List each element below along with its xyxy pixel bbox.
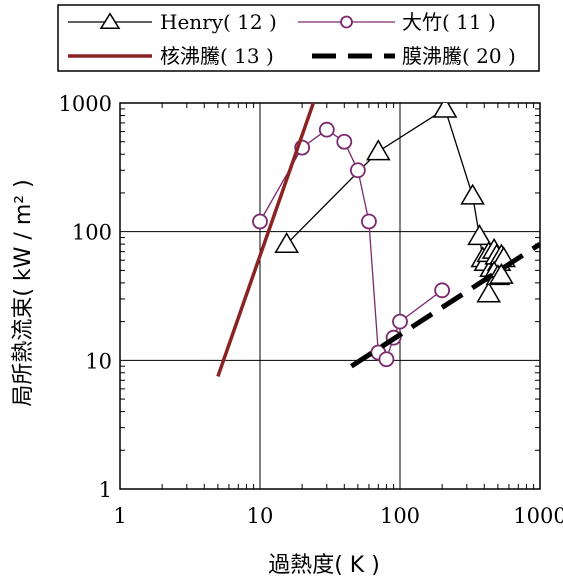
y-axis-title: 局所熱流束( kW / m² ) bbox=[11, 179, 36, 406]
x-tick-label: 1000 bbox=[513, 504, 563, 528]
data-point-henry bbox=[432, 103, 458, 118]
series-line-nucleate bbox=[216, 103, 316, 377]
data-point-ohtake bbox=[349, 162, 366, 179]
data-point-henry bbox=[460, 183, 485, 205]
legend: Henry( 12 ) 大竹( 11 ) 核沸騰( 13 ) 膜沸騰( 20 ) bbox=[57, 4, 540, 72]
data-point-henry bbox=[467, 224, 492, 246]
y-axis: 1 10 100 1000 bbox=[59, 92, 540, 502]
legend-label-henry: Henry( 12 ) bbox=[160, 10, 277, 34]
grid bbox=[120, 103, 540, 489]
y-tick-label: 1 bbox=[99, 478, 112, 502]
x-tick-label: 1 bbox=[113, 504, 126, 528]
y-tick-label: 1000 bbox=[59, 92, 112, 116]
series-line-film bbox=[350, 242, 540, 369]
legend-marker-ohtake bbox=[340, 15, 353, 29]
x-tick-label: 100 bbox=[380, 504, 420, 528]
series-henry bbox=[274, 103, 516, 303]
plot-series bbox=[216, 103, 540, 377]
series-nucleate bbox=[216, 103, 316, 377]
legend-marker-henry bbox=[99, 12, 121, 30]
series-ohtake bbox=[252, 121, 451, 368]
x-axis: 1 10 100 1000 bbox=[113, 103, 563, 528]
data-point-ohtake bbox=[318, 121, 335, 138]
data-point-ohtake bbox=[378, 351, 395, 368]
x-tick-label: 10 bbox=[247, 504, 274, 528]
data-point-henry bbox=[366, 139, 391, 161]
data-point-ohtake bbox=[252, 213, 268, 230]
legend-frame bbox=[57, 4, 540, 72]
data-point-henry bbox=[476, 281, 501, 303]
legend-label-film: 膜沸騰( 20 ) bbox=[402, 44, 516, 68]
data-point-ohtake bbox=[336, 133, 353, 150]
data-point-ohtake bbox=[392, 313, 408, 330]
legend-label-ohtake: 大竹( 11 ) bbox=[402, 10, 496, 34]
legend-label-nucleate: 核沸騰( 13 ) bbox=[160, 44, 274, 68]
data-point-ohtake bbox=[361, 213, 377, 230]
y-tick-label: 100 bbox=[72, 221, 112, 245]
legend-samples bbox=[68, 12, 395, 59]
x-axis-title: 過熱度( K ) bbox=[268, 553, 380, 578]
y-tick-label: 10 bbox=[85, 349, 112, 373]
data-point-henry bbox=[274, 231, 299, 253]
series-film bbox=[350, 242, 540, 369]
data-point-henry bbox=[489, 262, 514, 284]
data-point-ohtake bbox=[434, 282, 451, 299]
plot-frame bbox=[119, 102, 541, 490]
